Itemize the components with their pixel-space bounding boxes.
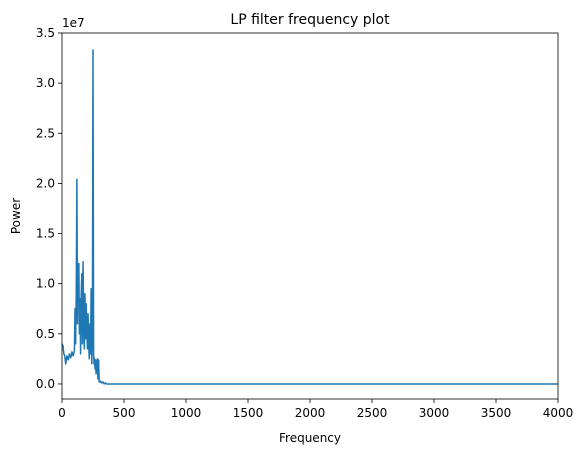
y-offset-label: 1e7 bbox=[62, 16, 85, 30]
x-tick-label: 3500 bbox=[481, 406, 512, 420]
y-tick-label: 2.0 bbox=[36, 176, 55, 190]
x-tick-label: 0 bbox=[58, 406, 66, 420]
x-tick-label: 4000 bbox=[543, 406, 574, 420]
y-axis-label: Power bbox=[9, 198, 23, 234]
x-tick-label: 3000 bbox=[419, 406, 450, 420]
y-tick-label: 1.5 bbox=[36, 227, 55, 241]
x-tick-label: 2500 bbox=[357, 406, 388, 420]
plot-frame bbox=[61, 32, 559, 400]
y-axis-ticks: 0.0 0.5 1.0 1.5 2.0 2.5 3.0 3.5 bbox=[36, 26, 62, 391]
series-layer bbox=[61, 49, 558, 385]
x-tick-label: 500 bbox=[113, 406, 136, 420]
y-tick-label: 3.0 bbox=[36, 76, 55, 90]
x-axis-label: Frequency bbox=[279, 431, 341, 445]
y-tick-label: 0.0 bbox=[36, 377, 55, 391]
series-line-0 bbox=[61, 49, 558, 385]
x-tick-label: 1000 bbox=[171, 406, 202, 420]
y-tick-label: 0.5 bbox=[36, 327, 55, 341]
y-tick-label: 1.0 bbox=[36, 277, 55, 291]
chart-title: LP filter frequency plot bbox=[230, 12, 390, 28]
x-axis-ticks: 0 500 1000 1500 2000 2500 3000 3500 4000 bbox=[58, 399, 573, 420]
y-tick-label: 2.5 bbox=[36, 126, 55, 140]
y-tick-label: 3.5 bbox=[36, 26, 55, 40]
x-tick-label: 1500 bbox=[233, 406, 264, 420]
x-tick-label: 2000 bbox=[295, 406, 326, 420]
plot-area bbox=[62, 33, 558, 399]
